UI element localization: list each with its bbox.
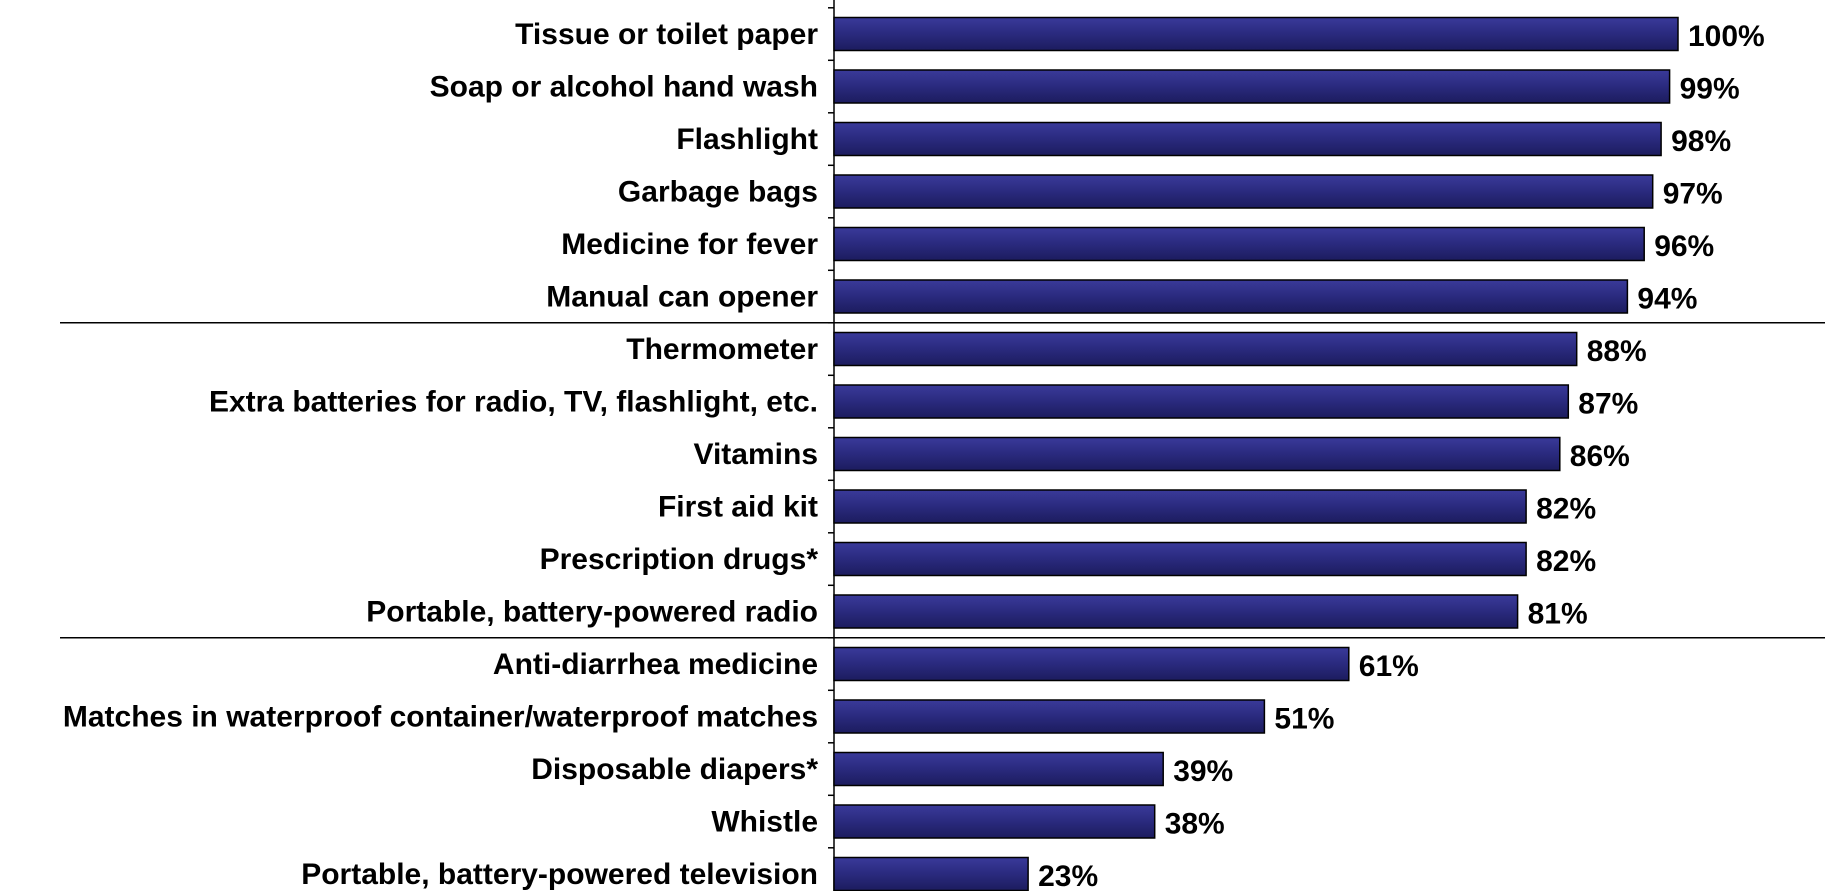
- value-label: 39%: [1173, 755, 1233, 788]
- value-label: 81%: [1528, 598, 1588, 631]
- category-label: Tissue or toilet paper: [515, 18, 818, 51]
- bar: [833, 699, 1266, 734]
- bar: [833, 331, 1578, 367]
- bar: [833, 384, 1570, 419]
- bar: [833, 226, 1645, 262]
- value-label: 82%: [1536, 493, 1596, 526]
- category-label: Disposable diapers*: [531, 753, 818, 786]
- category-axis: [828, 0, 835, 891]
- bar: [833, 856, 1029, 891]
- category-label: Extra batteries for radio, TV, flashligh…: [209, 386, 818, 419]
- bar: [833, 121, 1662, 157]
- category-label: Matches in waterproof container/waterpro…: [63, 701, 818, 734]
- value-label: 23%: [1038, 860, 1098, 891]
- category-label: Medicine for fever: [561, 228, 818, 261]
- value-label: 94%: [1637, 283, 1697, 316]
- category-label: Portable, battery-powered radio: [366, 596, 818, 629]
- bar: [833, 594, 1519, 629]
- bar: [833, 751, 1164, 787]
- bar: [833, 489, 1527, 524]
- category-label: Whistle: [711, 806, 818, 839]
- group-separators: [60, 322, 1825, 639]
- category-label: Thermometer: [626, 333, 818, 366]
- value-label: 51%: [1274, 703, 1334, 736]
- value-label: 87%: [1578, 388, 1638, 421]
- bar: [833, 69, 1671, 104]
- bar: [833, 16, 1679, 52]
- value-label: 38%: [1165, 808, 1225, 841]
- value-label: 98%: [1671, 125, 1731, 158]
- bar: [833, 279, 1629, 314]
- value-label: 88%: [1587, 335, 1647, 368]
- value-label: 99%: [1680, 73, 1740, 106]
- category-label: Portable, battery-powered television: [301, 858, 818, 891]
- bars: [833, 16, 1679, 891]
- bar: [833, 541, 1527, 577]
- category-label: Manual can opener: [546, 281, 818, 314]
- value-label: 97%: [1663, 178, 1723, 211]
- category-label: Vitamins: [694, 438, 819, 471]
- category-label: Flashlight: [676, 123, 818, 156]
- value-label: 82%: [1536, 545, 1596, 578]
- category-label: First aid kit: [658, 491, 818, 524]
- category-label: Prescription drugs*: [540, 543, 819, 576]
- bar: [833, 436, 1561, 472]
- bar: [833, 804, 1156, 839]
- category-label: Garbage bags: [618, 176, 818, 209]
- bar: [833, 174, 1654, 209]
- bar: [833, 646, 1350, 682]
- category-label: Soap or alcohol hand wash: [430, 71, 818, 104]
- category-labels: Tissue or toilet paper Soap or alcohol ha…: [63, 18, 818, 891]
- value-label: 61%: [1359, 650, 1419, 683]
- category-label: Anti-diarrhea medicine: [493, 648, 818, 681]
- value-label: 86%: [1570, 440, 1630, 473]
- value-label: 100%: [1688, 20, 1765, 53]
- value-label: 96%: [1654, 230, 1714, 263]
- value-labels: 100% 99% 98% 97% 96% 94% 88% 87% 86% 82% 82% 81% 61%…: [1038, 20, 1765, 891]
